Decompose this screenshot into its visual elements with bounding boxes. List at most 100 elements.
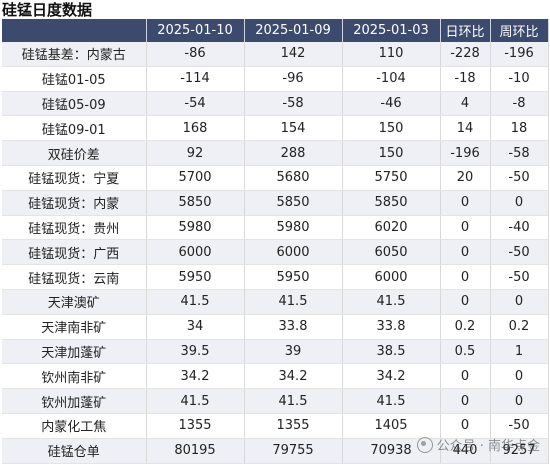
value-cell: 0 bbox=[490, 190, 549, 216]
value-cell: -50 bbox=[490, 165, 549, 191]
row-label-cell: 硅锰01-05 bbox=[2, 66, 147, 92]
value-cell: 34.2 bbox=[146, 363, 245, 390]
value-cell: 154 bbox=[244, 115, 343, 142]
table-row: 钦州南非矿 34.2 34.2 34.2 0 0 bbox=[2, 363, 549, 390]
value-cell: -8 bbox=[490, 91, 549, 117]
value-cell: 150 bbox=[342, 140, 441, 166]
value-cell: 5980 bbox=[146, 215, 245, 241]
value-cell: 34.2 bbox=[342, 363, 441, 390]
value-cell: -196 bbox=[490, 42, 549, 67]
value-cell: 41.5 bbox=[244, 388, 343, 414]
value-cell: 18 bbox=[490, 115, 549, 142]
watermark-text: 公众号 · 南华点金 bbox=[436, 439, 540, 454]
value-cell: 34.2 bbox=[244, 363, 343, 390]
value-cell: -114 bbox=[146, 66, 245, 92]
page-title: 硅锰日度数据 bbox=[2, 1, 93, 19]
value-cell: 33.8 bbox=[244, 314, 343, 340]
column-header: 2025-01-09 bbox=[244, 19, 343, 42]
value-cell: -54 bbox=[146, 91, 245, 117]
value-cell: 0 bbox=[490, 363, 549, 390]
value-cell: 5750 bbox=[342, 165, 441, 191]
table-row: 硅锰基差：内蒙古 -86 142 110 -228 -196 bbox=[2, 42, 549, 67]
value-cell: -10 bbox=[490, 66, 549, 92]
value-cell: 6000 bbox=[146, 239, 245, 266]
value-cell: 41.5 bbox=[146, 289, 245, 315]
value-cell: -196 bbox=[440, 140, 491, 166]
value-cell: 38.5 bbox=[342, 339, 441, 365]
value-cell: -50 bbox=[490, 239, 549, 266]
value-cell: 142 bbox=[244, 42, 343, 67]
value-cell: 5950 bbox=[146, 264, 245, 290]
value-cell: -46 bbox=[342, 91, 441, 117]
watermark: 公众号 · 南华点金 bbox=[416, 435, 540, 454]
value-cell: 1 bbox=[490, 339, 549, 365]
row-label-cell: 天津加蓬矿 bbox=[2, 339, 147, 365]
value-cell: 41.5 bbox=[146, 388, 245, 414]
value-cell: 5850 bbox=[146, 190, 245, 216]
table-row: 天津加蓬矿 39.5 39 38.5 0.5 1 bbox=[2, 339, 549, 365]
value-cell: 168 bbox=[146, 115, 245, 142]
column-header: 周环比 bbox=[490, 19, 549, 42]
value-cell: -50 bbox=[490, 264, 549, 290]
value-cell: 33.8 bbox=[342, 314, 441, 340]
value-cell: 0 bbox=[490, 289, 549, 315]
column-header bbox=[2, 19, 147, 42]
column-header: 2025-01-10 bbox=[146, 19, 245, 42]
row-label-cell: 天津南非矿 bbox=[2, 314, 147, 340]
value-cell: 0 bbox=[440, 413, 491, 439]
table-row: 双硅价差 92 288 150 -196 -58 bbox=[2, 140, 549, 166]
value-cell: -50 bbox=[490, 413, 549, 439]
table-row: 硅锰现货：云南 5950 5950 6000 0 -50 bbox=[2, 264, 549, 290]
value-cell: 41.5 bbox=[342, 388, 441, 414]
value-cell: 20 bbox=[440, 165, 491, 191]
value-cell: -104 bbox=[342, 66, 441, 92]
value-cell: 5850 bbox=[342, 190, 441, 216]
row-label-cell: 双硅价差 bbox=[2, 140, 147, 166]
row-label-cell: 硅锰现货：贵州 bbox=[2, 215, 147, 241]
row-label-cell: 硅锰现货：宁夏 bbox=[2, 165, 147, 191]
table-row: 天津澳矿 41.5 41.5 41.5 0 0 bbox=[2, 289, 549, 315]
value-cell: -58 bbox=[244, 91, 343, 117]
value-cell: 5950 bbox=[244, 264, 343, 290]
value-cell: 150 bbox=[342, 115, 441, 142]
table-row: 硅锰现货：内蒙 5850 5850 5850 0 0 bbox=[2, 190, 549, 216]
value-cell: 0 bbox=[440, 190, 491, 216]
value-cell: 110 bbox=[342, 42, 441, 67]
table-row: 硅锰01-05 -114 -96 -104 -18 -10 bbox=[2, 66, 549, 92]
table-row: 硅锰现货：贵州 5980 5980 6020 0 -40 bbox=[2, 215, 549, 241]
row-label-cell: 硅锰仓单 bbox=[2, 438, 147, 464]
value-cell: 80195 bbox=[146, 438, 245, 464]
value-cell: -228 bbox=[440, 42, 491, 67]
value-cell: 5700 bbox=[146, 165, 245, 191]
value-cell: 0.5 bbox=[440, 339, 491, 365]
data-table: 2025-01-10 2025-01-09 2025-01-03 日环比 周环比… bbox=[2, 19, 549, 464]
value-cell: -96 bbox=[244, 66, 343, 92]
row-label-cell: 硅锰基差：内蒙古 bbox=[2, 42, 147, 67]
value-cell: -40 bbox=[490, 215, 549, 241]
value-cell: -86 bbox=[146, 42, 245, 67]
value-cell: 5850 bbox=[244, 190, 343, 216]
table-row: 硅锰05-09 -54 -58 -46 4 -8 bbox=[2, 91, 549, 117]
value-cell: 6000 bbox=[342, 264, 441, 290]
column-header: 日环比 bbox=[440, 19, 491, 42]
value-cell: -18 bbox=[440, 66, 491, 92]
value-cell: 34 bbox=[146, 314, 245, 340]
value-cell: 5680 bbox=[244, 165, 343, 191]
row-label-cell: 内蒙化工焦 bbox=[2, 413, 147, 439]
row-label-cell: 硅锰现货：内蒙 bbox=[2, 190, 147, 216]
row-label-cell: 硅锰05-09 bbox=[2, 91, 147, 117]
value-cell: 0 bbox=[490, 388, 549, 414]
wechat-official-account-icon bbox=[416, 437, 433, 453]
value-cell: 6050 bbox=[342, 239, 441, 266]
table-row: 天津南非矿 34 33.8 33.8 0.2 0.2 bbox=[2, 314, 549, 340]
row-label-cell: 硅锰现货：云南 bbox=[2, 264, 147, 290]
table-row: 硅锰现货：宁夏 5700 5680 5750 20 -50 bbox=[2, 165, 549, 191]
value-cell: 0 bbox=[440, 363, 491, 390]
row-label-cell: 硅锰现货：广西 bbox=[2, 239, 147, 266]
value-cell: 0 bbox=[440, 289, 491, 315]
value-cell: 0 bbox=[440, 215, 491, 241]
value-cell: 288 bbox=[244, 140, 343, 166]
value-cell: 6020 bbox=[342, 215, 441, 241]
table-row: 硅锰09-01 168 154 150 14 18 bbox=[2, 115, 549, 142]
value-cell: 1405 bbox=[342, 413, 441, 439]
